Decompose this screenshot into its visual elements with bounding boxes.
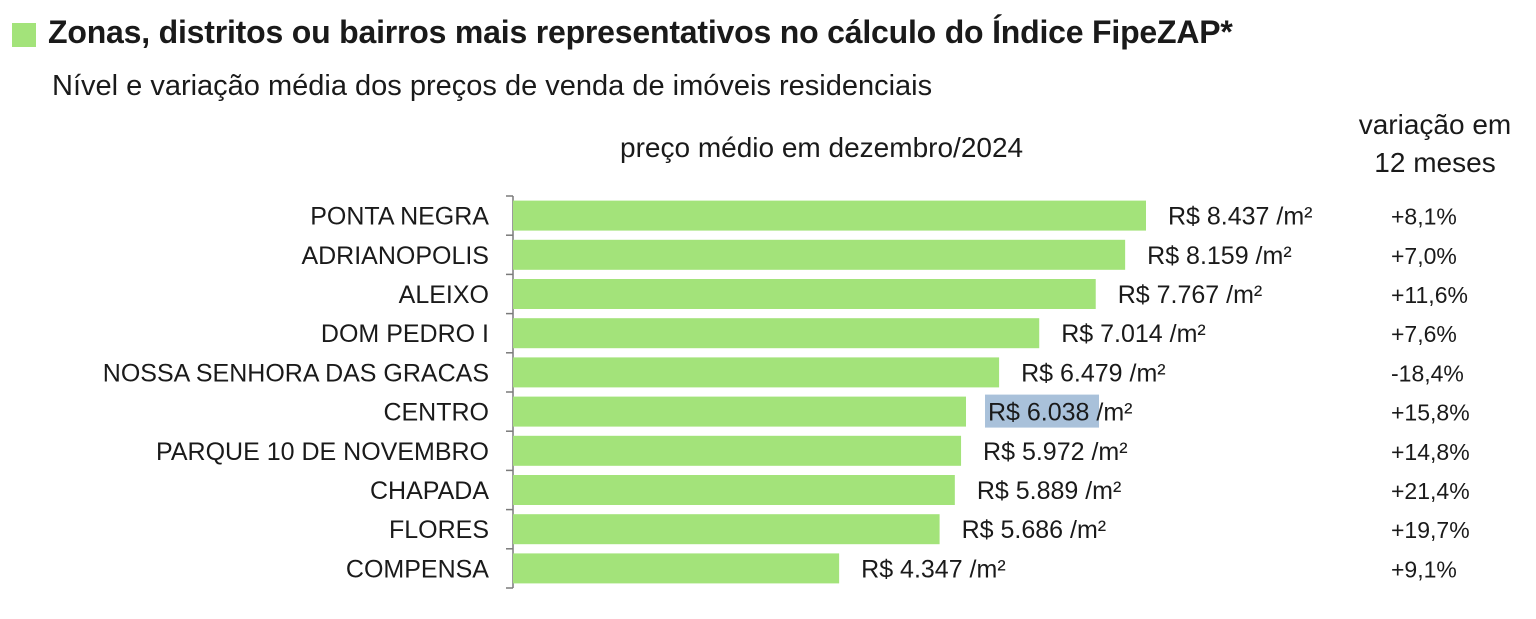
category-label: NOSSA SENHORA DAS GRACAS <box>103 359 489 387</box>
variation-label: +14,8% <box>1391 439 1470 465</box>
value-highlight <box>985 394 1100 428</box>
category-label: COMPENSA <box>346 555 489 583</box>
price-column-header: preço médio em dezembro/2024 <box>620 132 1024 163</box>
value-label: R$ 5.889 /m² <box>977 477 1122 505</box>
bar <box>513 435 962 466</box>
chart-subtitle: Nível e variação média dos preços de ven… <box>52 70 933 102</box>
value-label: R$ 7.767 /m² <box>1118 281 1263 309</box>
bar <box>513 279 1096 309</box>
value-label: R$ 4.347 /m² <box>861 555 1006 583</box>
value-label: R$ 5.686 /m² <box>962 516 1107 544</box>
bar <box>513 396 967 427</box>
bar <box>513 357 1000 388</box>
category-label: PARQUE 10 DE NOVEMBRO <box>156 438 489 466</box>
bar <box>513 553 840 584</box>
variation-label: +7,6% <box>1391 321 1457 347</box>
category-label: PONTA NEGRA <box>310 203 489 231</box>
bar <box>513 239 1126 270</box>
category-label: CENTRO <box>383 399 489 427</box>
variation-label: +15,8% <box>1391 400 1470 426</box>
bar <box>513 514 940 545</box>
value-label: R$ 8.437 /m² <box>1168 203 1313 231</box>
value-label: R$ 6.038 /m² <box>988 399 1133 427</box>
chart-title: Zonas, distritos ou bairros mais represe… <box>48 14 1233 50</box>
variation-label: +11,6% <box>1391 282 1468 308</box>
value-label: R$ 6.479 /m² <box>1021 359 1166 387</box>
bar <box>513 318 1040 349</box>
category-label: ALEIXO <box>399 281 489 309</box>
variation-label: +21,4% <box>1391 478 1470 504</box>
variation-label: +7,0% <box>1391 243 1457 269</box>
variation-label: -18,4% <box>1391 360 1464 386</box>
variation-label: +19,7% <box>1391 517 1470 543</box>
value-label: R$ 8.159 /m² <box>1147 242 1292 270</box>
variation-label: +8,1% <box>1391 204 1457 230</box>
value-label: R$ 7.014 /m² <box>1061 320 1206 348</box>
variation-header-line2: 12 meses <box>1374 147 1496 178</box>
variation-header-line1: variação em <box>1358 109 1512 140</box>
title-legend-square <box>12 23 36 47</box>
category-label: DOM PEDRO I <box>321 320 489 348</box>
value-label: R$ 5.972 /m² <box>983 438 1128 466</box>
variation-column-header: variação em 12 meses <box>1320 106 1536 182</box>
bar <box>513 200 1146 231</box>
variation-label: +9,1% <box>1391 556 1457 582</box>
category-label: ADRIANOPOLIS <box>301 242 489 270</box>
category-label: FLORES <box>389 516 489 544</box>
bar <box>513 475 955 505</box>
category-label: CHAPADA <box>370 477 489 505</box>
